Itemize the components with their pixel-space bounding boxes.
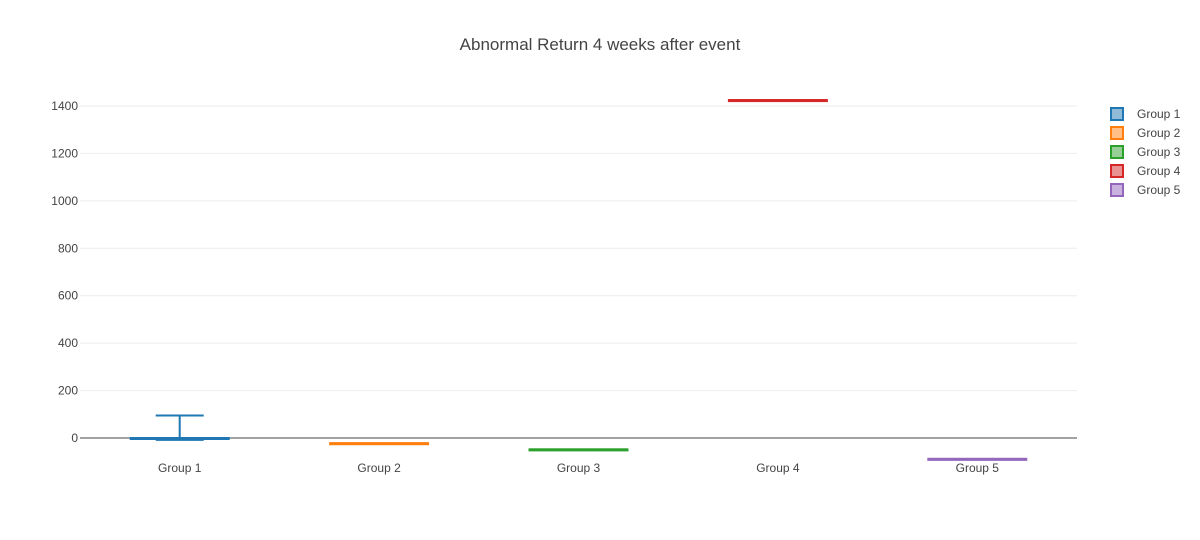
legend-item[interactable]: Group 5 [1110, 183, 1181, 197]
legend-label: Group 4 [1137, 164, 1181, 178]
y-tick-label: 600 [58, 289, 78, 303]
legend-item[interactable]: Group 4 [1110, 164, 1181, 178]
legend-label: Group 3 [1137, 145, 1181, 159]
legend-item[interactable]: Group 3 [1110, 145, 1181, 159]
x-tick-label: Group 4 [756, 461, 800, 475]
x-tick-label: Group 5 [956, 461, 1000, 475]
box-5[interactable] [927, 457, 1028, 461]
box-1[interactable] [129, 414, 230, 441]
x-tick-label: Group 2 [357, 461, 401, 475]
boxes [129, 99, 1028, 461]
legend-swatch [1110, 107, 1124, 121]
legend-item[interactable]: Group 1 [1110, 107, 1181, 121]
legend[interactable]: Group 1 Group 2 Group 3 Group 4 Group 5 [1110, 107, 1181, 197]
x-tick-label: Group 3 [557, 461, 601, 475]
y-tick-label: 1200 [51, 146, 78, 160]
y-tick-label: 1400 [51, 99, 78, 113]
legend-label: Group 2 [1137, 126, 1181, 140]
gridlines [80, 105, 1077, 439]
y-tick-label: 200 [58, 384, 78, 398]
box-3[interactable] [528, 448, 629, 452]
x-tick-label: Group 1 [158, 461, 202, 475]
x-axis-ticks: Group 1 Group 2 Group 3 Group 4 Group 5 [158, 461, 999, 475]
y-tick-label: 400 [58, 336, 78, 350]
legend-swatch [1110, 145, 1124, 159]
legend-item[interactable]: Group 2 [1110, 126, 1181, 140]
legend-swatch [1110, 164, 1124, 178]
chart-title: Abnormal Return 4 weeks after event [460, 35, 741, 54]
legend-swatch [1110, 126, 1124, 140]
legend-swatch [1110, 183, 1124, 197]
y-tick-label: 0 [71, 431, 78, 445]
legend-label: Group 5 [1137, 183, 1181, 197]
box-4[interactable] [727, 99, 828, 103]
box-2[interactable] [329, 442, 430, 446]
y-tick-label: 800 [58, 241, 78, 255]
legend-label: Group 1 [1137, 107, 1181, 121]
y-tick-label: 1000 [51, 194, 78, 208]
y-axis-ticks: 0 200 400 600 800 1000 1200 1400 [51, 99, 78, 445]
